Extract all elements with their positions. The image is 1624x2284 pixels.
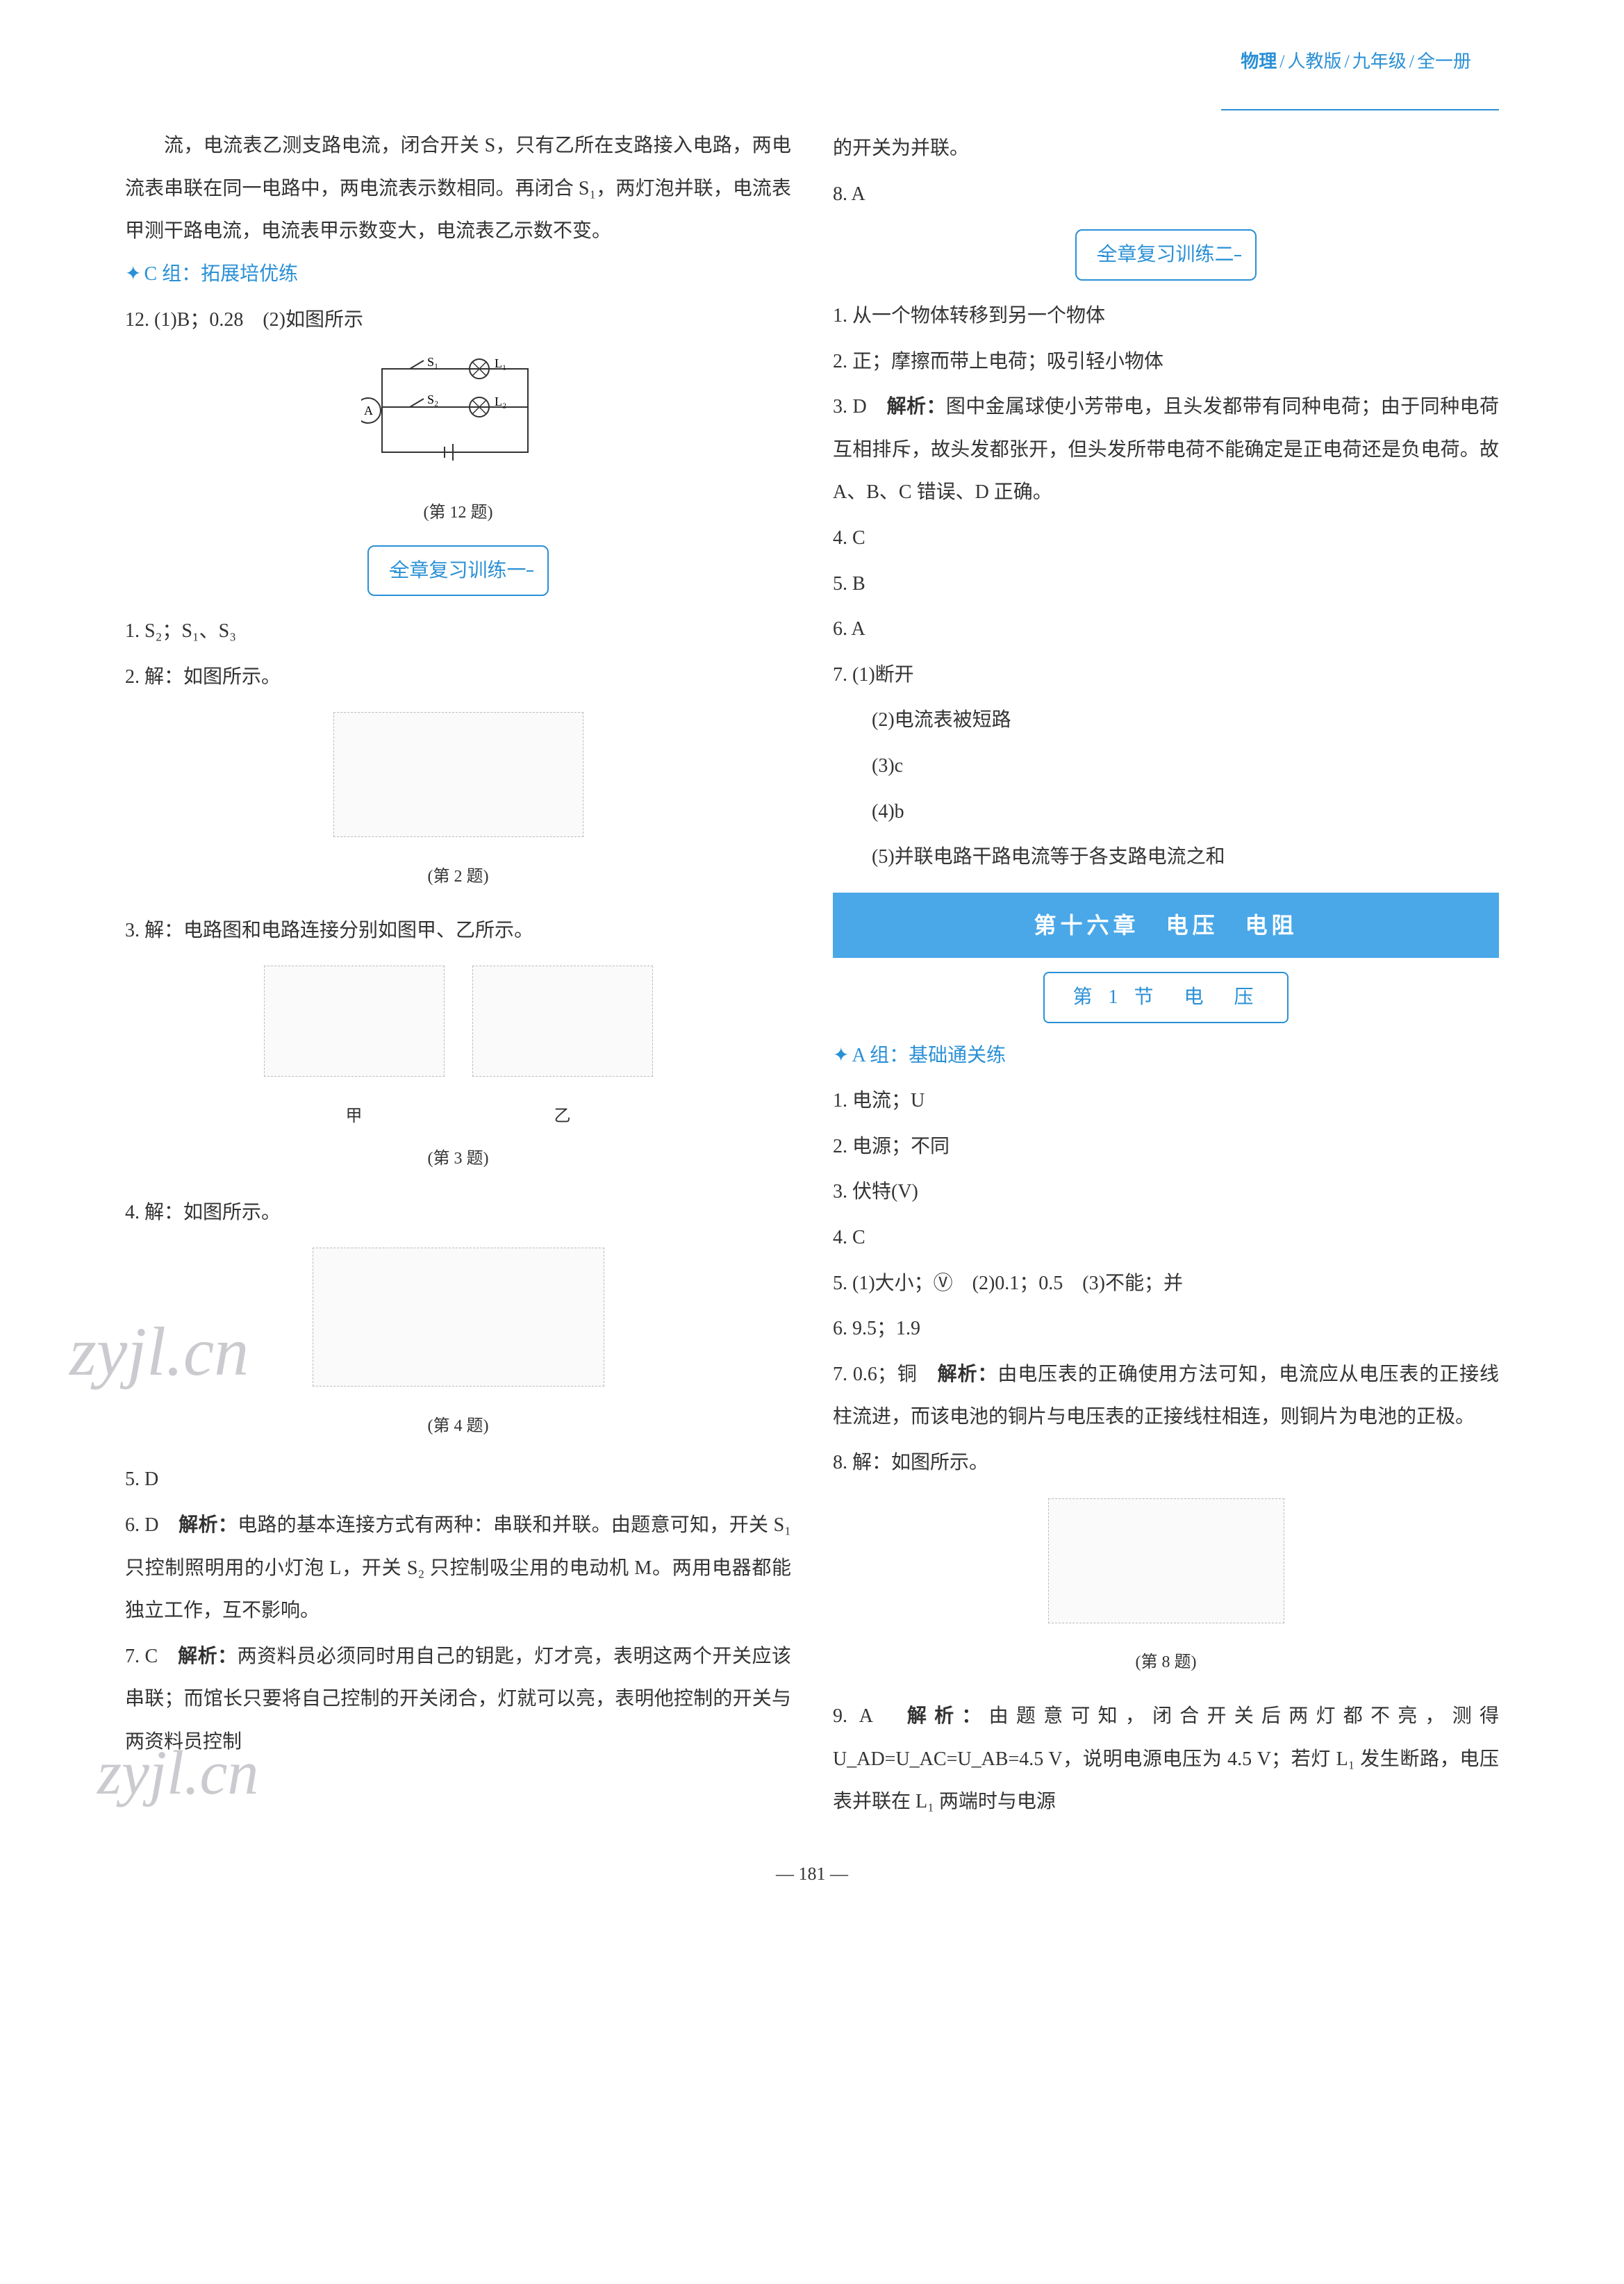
page-header: 物理/人教版/九年级/全一册: [125, 42, 1499, 81]
figure-q12: A S₁ L₁ S₂ L₂ (第 12 题): [125, 355, 791, 531]
diagram-q4-placeholder: [313, 1248, 604, 1387]
figure-q2: (第 2 题): [125, 712, 791, 895]
svg-text:L₂: L₂: [495, 395, 506, 408]
q12: 12. (1)B；0.28 (2)如图所示: [125, 299, 791, 342]
q7-analysis-label: 解析：: [178, 1646, 237, 1667]
s1-q4: 4. C: [833, 1216, 1499, 1259]
figure-q4: zyjl.cn (第 4 题): [125, 1248, 791, 1444]
r1-q3: 3. 解：电路图和电路连接分别如图甲、乙所示。: [125, 909, 791, 952]
diagram-q3a: [264, 966, 445, 1077]
s1-q7-analysis-label: 解析：: [938, 1364, 998, 1385]
r1-q7: 7. C 解析：两资料员必须同时用自己的钥匙，灯才亮，表明这两个开关应该串联；而…: [125, 1635, 791, 1764]
edition: 人教版: [1287, 51, 1341, 72]
right-continuation: 的开关为并联。: [833, 127, 1499, 170]
r2-q7-3: (3)c: [833, 745, 1499, 788]
r2-q1: 1. 从一个物体转移到另一个物体: [833, 295, 1499, 338]
r1-q1: 1. S₂；S₁、S₃: [125, 610, 791, 653]
chapter-banner: 第十六章 电压 电阻: [833, 893, 1499, 958]
r1-q4: 4. 解：如图所示。: [125, 1191, 791, 1234]
svg-text:S₂: S₂: [427, 392, 438, 406]
diagram-q2-placeholder: [333, 712, 583, 837]
review1-banner-wrap: 全章复习训练一: [125, 545, 791, 597]
figure-s1-q8: (第 8 题): [833, 1498, 1499, 1681]
review1-banner: 全章复习训练一: [367, 545, 548, 597]
s1-q7: 7. 0.6；铜 解析：由电压表的正确使用方法可知，电流应从电压表的正接线柱流进…: [833, 1353, 1499, 1439]
s1-q2: 2. 电源；不同: [833, 1125, 1499, 1168]
header-underline: [1221, 109, 1499, 110]
fig3-caption: (第 3 题): [125, 1141, 791, 1177]
r2-q4: 4. C: [833, 517, 1499, 560]
intro-continuation: 流，电流表乙测支路电流，闭合开关 S，只有乙所在支路接入电路，两电流表串联在同一…: [125, 124, 791, 253]
r1-q2: 2. 解：如图所示。: [125, 656, 791, 699]
section-banner: 第 1 节 电 压: [1043, 972, 1288, 1023]
s1-fig8-caption: (第 8 题): [833, 1644, 1499, 1681]
r2-q6: 6. A: [833, 608, 1499, 651]
s1-q9-analysis-label: 解析：: [907, 1705, 989, 1727]
s1-q1: 1. 电流；U: [833, 1079, 1499, 1123]
right-column: 的开关为并联。 8. A 全章复习训练二 1. 从一个物体转移到另一个物体 2.…: [833, 124, 1499, 1826]
r-q8: 8. A: [833, 173, 1499, 216]
section-banner-wrap: 第 1 节 电 压: [833, 972, 1499, 1023]
r2-q3-analysis-label: 解析：: [887, 396, 946, 417]
circuit-diagram-q12: A S₁ L₁ S₂ L₂: [361, 355, 556, 473]
r2-q7-5: (5)并联电路干路电流等于各支路电流之和: [833, 836, 1499, 879]
r2-q3-main: 3. D: [833, 396, 887, 417]
q6-main: 6. D: [125, 1514, 179, 1536]
fig4-caption: (第 4 题): [125, 1408, 791, 1445]
s1-q7-main: 7. 0.6；铜: [833, 1364, 938, 1385]
q7-main: 7. C: [125, 1646, 178, 1667]
q6-analysis-label: 解析：: [179, 1514, 238, 1536]
diamond-icon: ✦: [125, 263, 141, 285]
volume: 全一册: [1417, 51, 1471, 72]
fig12-caption: (第 12 题): [125, 495, 791, 531]
r2-q7-1: 7. (1)断开: [833, 654, 1499, 697]
s1-q3: 3. 伏特(V): [833, 1170, 1499, 1214]
diamond-icon-2: ✦: [833, 1045, 849, 1066]
subject: 物理: [1241, 51, 1277, 72]
figure-q3: 甲 乙 (第 3 题): [125, 966, 791, 1177]
r1-q5: 5. D: [125, 1458, 791, 1501]
review2-banner-wrap: 全章复习训练二: [833, 229, 1499, 281]
r1-q6: 6. D 解析：电路的基本连接方式有两种：串联和并联。由题意可知，开关 S₁ 只…: [125, 1504, 791, 1632]
watermark-2: zyjl.cn: [97, 1705, 258, 1842]
fig3-label-a: 甲: [264, 1098, 445, 1135]
grade: 九年级: [1352, 51, 1407, 72]
s1-q5: 5. (1)大小；Ⓥ (2)0.1；0.5 (3)不能；并: [833, 1262, 1499, 1305]
group-c-label: ✦C 组：拓展培优练: [125, 253, 791, 296]
r2-q7-2: (2)电流表被短路: [833, 699, 1499, 742]
r2-q3: 3. D 解析：图中金属球使小芳带电，且头发都带有同种电荷；由于同种电荷互相排斥…: [833, 386, 1499, 514]
r2-q2: 2. 正；摩擦而带上电荷；吸引轻小物体: [833, 340, 1499, 383]
s1-q9-main: 9. A: [833, 1705, 907, 1727]
review2-banner: 全章复习训练二: [1075, 229, 1256, 281]
left-column: 流，电流表乙测支路电流，闭合开关 S，只有乙所在支路接入电路，两电流表串联在同一…: [125, 124, 791, 1826]
group-a-label: ✦A 组：基础通关练: [833, 1034, 1499, 1077]
diagram-s1q8-placeholder: [1048, 1498, 1284, 1623]
fig2-caption: (第 2 题): [125, 859, 791, 895]
s1-q6: 6. 9.5；1.9: [833, 1307, 1499, 1350]
r2-q7-4: (4)b: [833, 791, 1499, 834]
s1-q8: 8. 解：如图所示。: [833, 1441, 1499, 1484]
svg-text:L₁: L₁: [495, 356, 506, 370]
svg-text:A: A: [364, 404, 373, 417]
r2-q5: 5. B: [833, 563, 1499, 606]
svg-text:S₁: S₁: [427, 355, 438, 369]
watermark-1: zyjl.cn: [69, 1275, 249, 1428]
fig3-label-b: 乙: [472, 1098, 653, 1135]
content-columns: 流，电流表乙测支路电流，闭合开关 S，只有乙所在支路接入电路，两电流表串联在同一…: [125, 124, 1499, 1826]
diagram-q3b: [472, 966, 653, 1077]
s1-q9: 9. A 解析：由题意可知，闭合开关后两灯都不亮，测得 U_AD=U_AC=U_…: [833, 1695, 1499, 1823]
page-number: 181: [125, 1854, 1499, 1894]
